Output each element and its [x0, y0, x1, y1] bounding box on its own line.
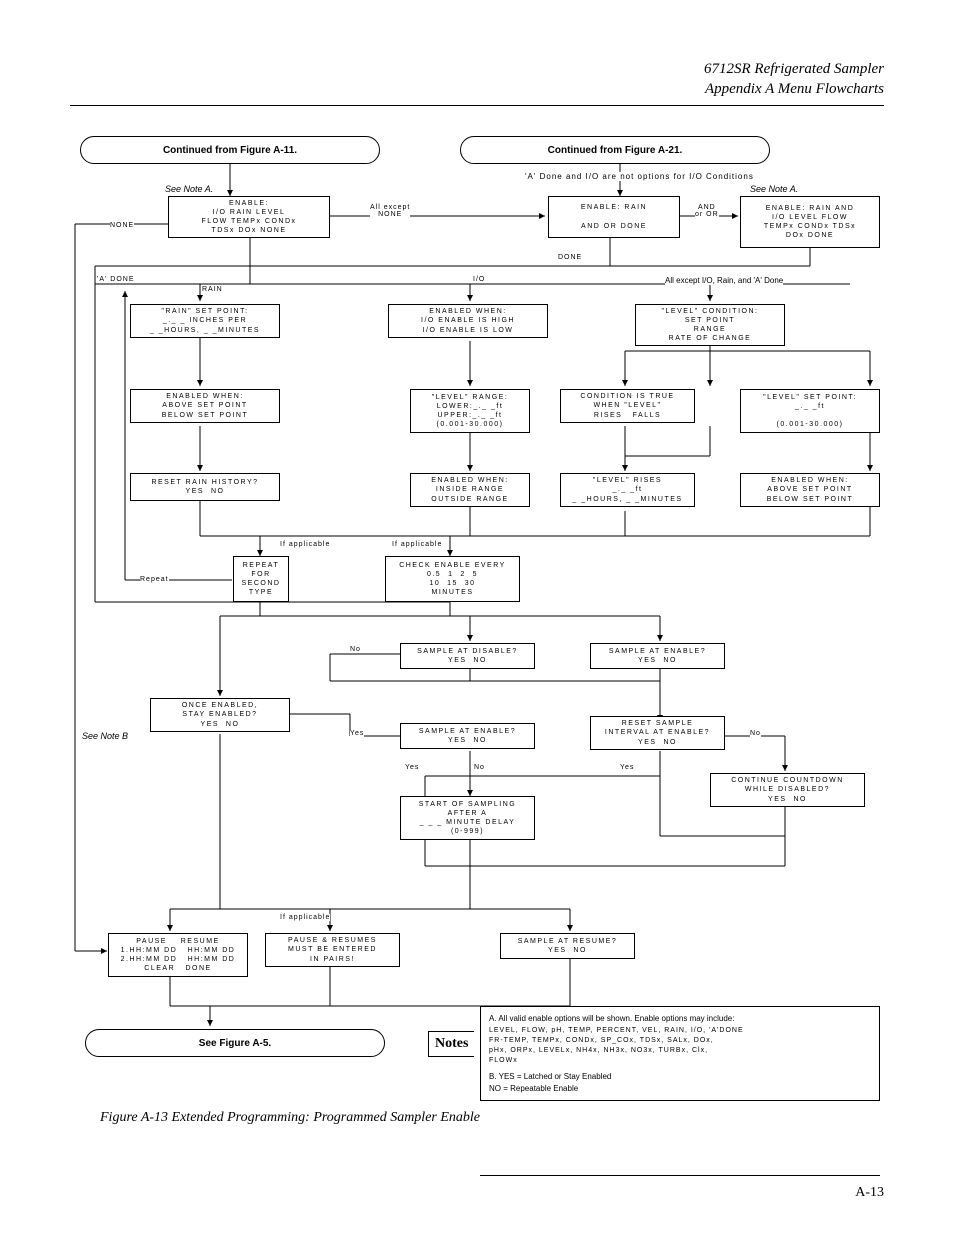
box-sample-resume: SAMPLE AT RESUME? YES NO [500, 933, 635, 959]
label-no3: No [750, 730, 761, 737]
label-and-or: AND or OR [695, 204, 719, 218]
box-sample-enable2: SAMPLE AT ENABLE? YES NO [400, 723, 535, 749]
label-yes3: Yes [620, 764, 634, 771]
label-yes1: Yes [350, 730, 364, 737]
label-if-app2: If applicable [392, 541, 442, 548]
label-none: NONE [110, 222, 134, 229]
box-pause-pairs: PAUSE & RESUMES MUST BE ENTERED IN PAIRS… [265, 933, 400, 967]
box-level-range: "LEVEL" RANGE: LOWER:_._ _ft UPPER:_._ _… [410, 389, 530, 433]
header-line2: Appendix A Menu Flowcharts [70, 80, 884, 100]
label-all-except: All except I/O, Rain, and 'A' Done [665, 276, 783, 285]
label-no2: No [474, 764, 485, 771]
notes-b: B. YES = Latched or Stay Enabled NO = Re… [489, 1071, 871, 1093]
terminator-from-a21: Continued from Figure A-21. [460, 136, 770, 164]
box-enabled-sp: ENABLED WHEN: ABOVE SET POINT BELOW SET … [130, 389, 280, 423]
label-if-app3: If applicable [280, 914, 330, 921]
box-pause-resume: PAUSE RESUME 1.HH:MM DD HH:MM DD 2.HH:MM… [108, 933, 248, 977]
box-rain-sp: "RAIN" SET POINT: _._ _ INCHES PER _ _HO… [130, 304, 280, 338]
box-enable-rain: ENABLE: RAIN AND OR DONE [548, 196, 680, 238]
box-check-enable: CHECK ENABLE EVERY 0.5 1 2 5 10 15 30 MI… [385, 556, 520, 602]
terminator-see-a5: See Figure A-5. [85, 1029, 385, 1057]
box-repeat-second: REPEAT FOR SECOND TYPE [233, 556, 289, 602]
box-reset-rain: RESET RAIN HISTORY? YES NO [130, 473, 280, 501]
note-a-left: See Note A. [165, 184, 213, 194]
note-b: See Note B [82, 731, 128, 741]
label-done: DONE [558, 254, 582, 261]
page-header: 6712SR Refrigerated Sampler Appendix A M… [70, 60, 884, 106]
label-repeat: Repeat [140, 576, 169, 583]
label-io: I/O [473, 276, 485, 283]
box-enabled-sp2: ENABLED WHEN: ABOVE SET POINT BELOW SET … [740, 473, 880, 507]
label-rain: RAIN [202, 286, 223, 293]
notes-box: A. All valid enable options will be show… [480, 1006, 880, 1101]
note-a-right: See Note A. [750, 184, 798, 194]
label-all-except-none: All except NONE [370, 204, 410, 218]
box-start-sampling: START OF SAMPLING AFTER A _ _ _ MINUTE D… [400, 796, 535, 840]
label-no1: No [350, 646, 361, 653]
box-reset-interval: RESET SAMPLE INTERVAL AT ENABLE? YES NO [590, 716, 725, 750]
label-a-done: 'A' DONE [97, 276, 135, 283]
box-sample-disable: SAMPLE AT DISABLE? YES NO [400, 643, 535, 669]
box-cond-true: CONDITION IS TRUE WHEN "LEVEL" RISES FAL… [560, 389, 695, 423]
terminator-from-a11: Continued from Figure A-11. [80, 136, 380, 164]
notes-a: A. All valid enable options will be show… [489, 1013, 871, 1024]
box-level-cond: "LEVEL" CONDITION: SET POINT RANGE RATE … [635, 304, 785, 346]
header-line1: 6712SR Refrigerated Sampler [70, 60, 884, 80]
label-io-not-opt: 'A' Done and I/O are not options for I/O… [525, 172, 754, 181]
page-number: A-13 [855, 1185, 884, 1201]
box-enabled-range: ENABLED WHEN: INSIDE RANGE OUTSIDE RANGE [410, 473, 530, 507]
box-enable-rain-and: ENABLE: RAIN AND I/O LEVEL FLOW TEMPx CO… [740, 196, 880, 248]
label-yes2: Yes [405, 764, 419, 771]
box-sample-enable1: SAMPLE AT ENABLE? YES NO [590, 643, 725, 669]
footer-rule [480, 1175, 880, 1176]
box-level-sp: "LEVEL" SET POINT: _._ _ft (0.001-30.000… [740, 389, 880, 433]
flowchart: Continued from Figure A-11. Continued fr… [70, 136, 884, 1116]
box-once-enabled: ONCE ENABLED, STAY ENABLED? YES NO [150, 698, 290, 732]
notes-a-opts: LEVEL, FLOW, pH, TEMP, PERCENT, VEL, RAI… [489, 1026, 871, 1065]
box-enabled-io: ENABLED WHEN: I/O ENABLE IS HIGH I/O ENA… [388, 304, 548, 338]
notes-tag: Notes [428, 1031, 474, 1057]
figure-caption: Figure A-13 Extended Programming: Progra… [100, 1110, 480, 1126]
label-if-app1: If applicable [280, 541, 330, 548]
box-level-rises: "LEVEL" RISES _._ _ft _ _HOURS, _ _MINUT… [560, 473, 695, 507]
box-continue-countdown: CONTINUE COUNTDOWN WHILE DISABLED? YES N… [710, 773, 865, 807]
box-enable: ENABLE: I/O RAIN LEVEL FLOW TEMPx CONDx … [168, 196, 330, 238]
